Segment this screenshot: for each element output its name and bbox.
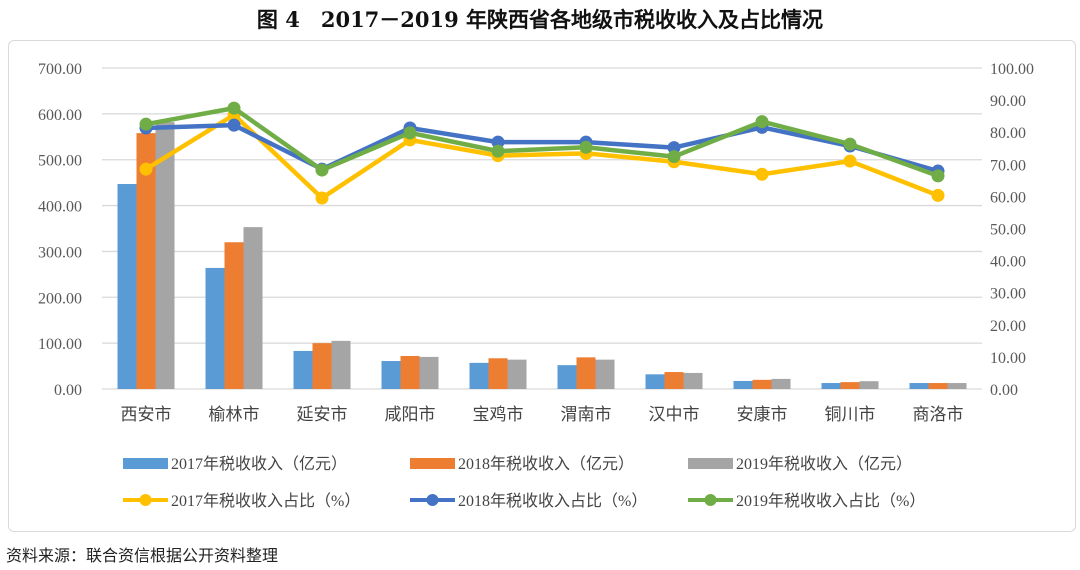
category-label: 商洛市 (913, 405, 964, 425)
bar-0-6 (645, 374, 665, 389)
line-point-0-7 (755, 167, 769, 181)
bar-0-9 (909, 383, 929, 389)
bar-1-8 (840, 382, 860, 389)
legend-label: 2018年税收收入占比（%） (458, 492, 647, 510)
right-axis-tick: 10.00 (990, 350, 1026, 367)
line-point-2-9 (931, 169, 945, 183)
legend-label: 2017年税收收入（亿元） (171, 455, 347, 473)
line-point-0-8 (843, 154, 857, 168)
bar-1-0 (136, 133, 156, 389)
legend-label: 2018年税收收入（亿元） (458, 455, 634, 473)
category-label: 咸阳市 (385, 405, 436, 425)
legend-marker (426, 494, 439, 506)
line-series-0 (144, 112, 939, 201)
line-point-0-2 (315, 191, 329, 205)
category-label: 榆林市 (209, 405, 260, 425)
right-axis-tick: 30.00 (990, 286, 1026, 303)
bar-0-8 (821, 383, 841, 389)
line-point-0-9 (931, 188, 945, 202)
chart: 0.00 100.00 200.00 300.00 400.00 500.00 600.00… (38, 61, 1034, 510)
category-label: 铜川市 (825, 405, 876, 425)
category-label: 宝鸡市 (473, 405, 524, 425)
bar-0-4 (469, 362, 489, 389)
line-series-2 (145, 105, 939, 178)
bar-2-2 (331, 340, 351, 389)
right-axis-tick: 40.00 (990, 254, 1026, 271)
right-axis-tick: 90.00 (990, 93, 1026, 110)
bar-0-5 (557, 365, 577, 389)
right-axis-tick: 100.00 (990, 61, 1034, 78)
bar-2-0 (155, 122, 175, 390)
chart-title: 图 4 2017－2019 年陕西省各地级市税收收入及占比情况 (256, 7, 824, 32)
right-axis-tick: 70.00 (990, 157, 1026, 174)
right-axis-tick: 60.00 (990, 189, 1026, 206)
bar-2-8 (859, 381, 879, 389)
right-axis-tick: 20.00 (990, 318, 1026, 335)
bar-2-5 (595, 359, 615, 389)
category-label: 安康市 (737, 405, 788, 425)
bar-0-1 (205, 267, 225, 389)
right-axis-tick: 50.00 (990, 222, 1026, 239)
line-point-2-2 (315, 163, 329, 177)
left-axis-tick: 400.00 (38, 199, 82, 216)
legend-label: 2019年税收收入（亿元） (736, 455, 912, 473)
line-point-2-8 (843, 137, 857, 151)
bar-2-9 (947, 383, 967, 389)
legend-swatch (410, 458, 455, 469)
category-label: 渭南市 (561, 405, 612, 425)
bar-1-7 (752, 379, 772, 389)
chart-frame (8, 40, 1076, 532)
bar-0-2 (293, 350, 313, 389)
legend-label: 2019年税收收入占比（%） (736, 492, 925, 510)
legend-swatch (123, 458, 168, 469)
left-axis-tick: 200.00 (38, 290, 82, 307)
left-axis-tick: 100.00 (38, 336, 82, 353)
line-point-2-3 (403, 126, 417, 140)
bar-2-3 (419, 356, 439, 389)
line-point-1-4 (491, 135, 505, 149)
line-point-2-5 (579, 140, 593, 154)
bar-1-2 (312, 343, 332, 389)
left-axis-tick: 0.00 (54, 382, 82, 399)
category-label: 汉中市 (649, 405, 700, 425)
line-point-1-6 (667, 141, 681, 155)
legend-marker (704, 494, 717, 506)
source-note: 资料来源：联合资信根据公开资料整理 (6, 546, 279, 565)
line-point-2-7 (755, 115, 769, 129)
category-label: 西安市 (121, 405, 172, 425)
line-point-1-1 (227, 118, 241, 132)
bar-1-4 (488, 358, 508, 389)
right-axis-tick: 0.00 (990, 382, 1018, 399)
line-point-2-0 (139, 117, 153, 131)
bar-0-3 (381, 361, 401, 389)
line-point-0-0 (139, 162, 153, 176)
line-series-1 (145, 122, 939, 174)
left-axis-tick: 500.00 (38, 153, 82, 170)
line-point-2-6 (667, 150, 681, 164)
bar-1-3 (400, 355, 420, 389)
bar-1-5 (576, 357, 596, 389)
bar-1-6 (664, 372, 684, 389)
bar-2-7 (771, 378, 791, 389)
bar-2-6 (683, 372, 703, 389)
bar-2-1 (243, 227, 263, 389)
bar-1-1 (224, 242, 244, 389)
bar-0-7 (733, 380, 753, 389)
bar-2-4 (507, 359, 527, 389)
bar-1-9 (928, 383, 948, 389)
left-axis-tick: 300.00 (38, 244, 82, 261)
right-axis-tick: 80.00 (990, 125, 1026, 142)
bar-0-0 (117, 184, 137, 389)
line-point-2-1 (227, 101, 241, 115)
legend-marker (139, 494, 152, 506)
left-axis-tick: 600.00 (38, 107, 82, 124)
left-axis-tick: 700.00 (38, 61, 82, 78)
line-point-2-4 (491, 144, 505, 158)
legend-swatch (688, 458, 733, 469)
legend-label: 2017年税收收入占比（%） (171, 492, 360, 510)
category-label: 延安市 (297, 405, 348, 425)
